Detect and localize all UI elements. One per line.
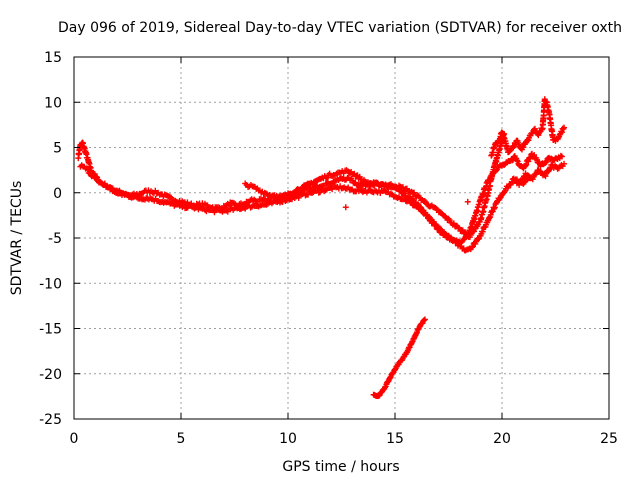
data-point-marker	[538, 126, 545, 133]
data-point-marker	[166, 193, 173, 200]
data-point-marker	[455, 224, 462, 231]
y-tick-label: 0	[53, 186, 62, 202]
data-point-marker	[513, 157, 520, 164]
y-tick-label: -5	[48, 231, 62, 247]
data-point-marker	[450, 220, 457, 227]
data-point-marker	[436, 225, 443, 232]
data-point-marker	[561, 160, 568, 167]
data-point-marker	[295, 194, 302, 201]
x-tick-label: 0	[70, 431, 79, 447]
x-tick-label: 15	[386, 431, 404, 447]
x-tick-label: 5	[177, 431, 186, 447]
data-point-marker	[558, 129, 565, 136]
data-point-marker	[522, 162, 529, 169]
data-point-marker	[342, 204, 349, 211]
y-tick-label: -25	[39, 412, 62, 428]
data-point-marker	[433, 205, 440, 212]
data-point-marker	[506, 148, 513, 155]
data-point-marker	[421, 316, 428, 323]
data-points	[75, 96, 568, 400]
data-point-marker	[491, 204, 498, 211]
data-point-marker	[558, 153, 565, 160]
y-tick-label: -10	[39, 276, 62, 292]
x-tick-label: 20	[493, 431, 511, 447]
data-point-marker	[469, 244, 476, 251]
data-point-marker	[543, 158, 550, 165]
data-point-marker	[421, 198, 428, 205]
data-point-marker	[507, 181, 514, 188]
data-point-marker	[542, 173, 549, 180]
data-point-marker	[523, 161, 530, 168]
data-point-marker	[417, 206, 424, 213]
data-point-marker	[479, 228, 486, 235]
y-tick-label: -20	[39, 367, 62, 383]
data-point-marker	[83, 165, 90, 172]
y-tick-labels: 15 10 5 0 -5 -10 -15 -20 -25	[39, 50, 62, 428]
data-point-marker	[464, 198, 471, 205]
x-tick-label: 10	[279, 431, 297, 447]
x-tick-label: 25	[600, 431, 618, 447]
x-tick-labels: 0 5 10 15 20 25	[70, 431, 618, 447]
data-point-marker	[408, 199, 415, 206]
y-tick-label: 15	[44, 50, 62, 66]
y-tick-label: -15	[39, 322, 62, 338]
data-point-marker	[421, 317, 428, 324]
y-axis-label: SDTVAR / TECUs	[9, 181, 25, 296]
data-point-marker	[84, 166, 91, 173]
y-tick-label: 5	[53, 141, 62, 157]
data-point-marker	[93, 175, 100, 182]
data-point-marker	[442, 213, 449, 220]
data-point-marker	[411, 189, 418, 196]
chart-title: Day 096 of 2019, Sidereal Day-to-day VTE…	[58, 20, 622, 36]
data-point-marker	[542, 159, 549, 166]
data-point-marker	[430, 218, 437, 225]
data-point-marker	[452, 238, 459, 245]
data-point-marker	[180, 201, 187, 208]
axis-ticks	[73, 56, 610, 420]
data-point-marker	[392, 366, 398, 373]
x-axis-label: GPS time / hours	[282, 459, 399, 475]
data-point-marker	[557, 152, 564, 159]
data-point-marker	[516, 181, 523, 188]
data-point-marker	[561, 124, 568, 131]
y-tick-label: 10	[44, 95, 62, 111]
data-point-marker	[475, 236, 482, 243]
